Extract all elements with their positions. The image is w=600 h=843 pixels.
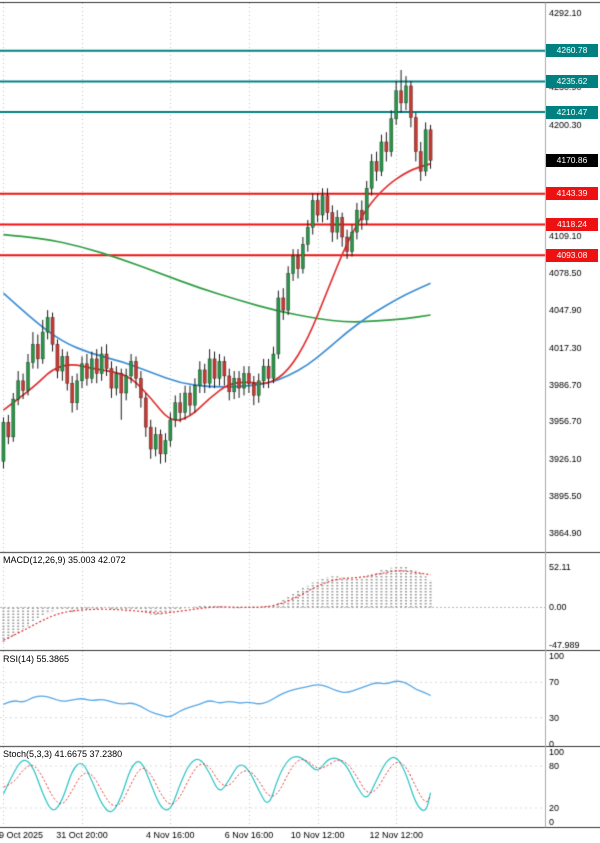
- resistance-price-badge: 4235.62: [546, 74, 598, 88]
- support-price-badge: 4143.39: [546, 187, 598, 201]
- resistance-price-badge: 4260.78: [546, 44, 598, 58]
- macd-indicator-label: MACD(12,26,9) 35.003 42.072: [1, 555, 128, 565]
- stoch-indicator-label: Stoch(5,3,3) 41.6675 37.2380: [1, 749, 125, 759]
- support-price-badge: 4118.24: [546, 218, 598, 232]
- rsi-indicator-label: RSI(14) 55.3865: [1, 654, 72, 664]
- support-price-badge: 4093.08: [546, 248, 598, 262]
- current-price-badge: 4170.86: [546, 153, 598, 167]
- resistance-price-badge: 4210.47: [546, 105, 598, 119]
